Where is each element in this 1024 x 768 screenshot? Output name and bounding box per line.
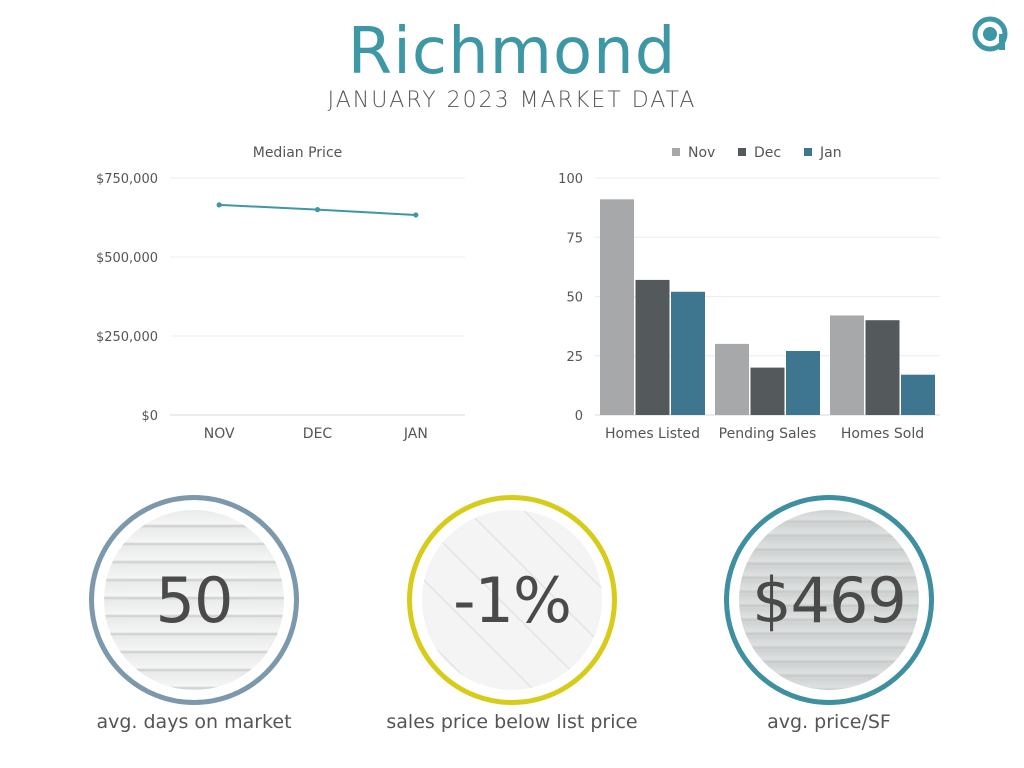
x-tick-label: DEC <box>303 426 333 442</box>
bar-jan <box>901 374 935 415</box>
legend-label: Jan <box>819 145 842 161</box>
bar-nov <box>600 199 634 415</box>
data-point <box>314 207 321 213</box>
stat-price-per-sf: $469 avg. price/SF <box>724 495 934 733</box>
bar-jan <box>786 351 820 415</box>
y-tick-label: $0 <box>141 409 158 424</box>
y-tick-label: 75 <box>566 231 583 246</box>
y-tick-label: $500,000 <box>96 251 158 266</box>
sales-activity-bar-chart: 0 25 50 75 100 Homes Listed Pending Sales Homes… <box>558 145 940 442</box>
bar-nov <box>715 343 749 415</box>
legend-swatch <box>672 148 680 156</box>
y-tick-label: $250,000 <box>96 330 158 345</box>
bar-jan <box>671 291 705 415</box>
page-subtitle: JANUARY 2023 MARKET DATA <box>327 88 697 113</box>
page-title: Richmond <box>347 15 677 89</box>
wood-texture <box>739 510 919 690</box>
legend-swatch <box>804 148 812 156</box>
x-tick-label: Homes Sold <box>841 426 924 442</box>
stat-circle: 50 <box>89 495 299 705</box>
x-tick-label: Pending Sales <box>719 426 817 442</box>
stat-days-on-market: 50 avg. days on market <box>89 495 299 733</box>
chart-title: Median Price <box>253 145 343 161</box>
x-tick-label: Homes Listed <box>605 426 700 442</box>
x-tick-label: JAN <box>403 426 428 442</box>
stat-value: 50 <box>155 563 234 637</box>
data-point <box>413 212 419 218</box>
y-tick-label: 100 <box>558 172 583 187</box>
stat-label: avg. price/SF <box>767 711 891 733</box>
stat-label: sales price below list price <box>386 711 638 733</box>
stat-value: $469 <box>752 563 907 637</box>
tile-texture <box>422 510 602 690</box>
stat-price-below-list: -1% sales price below list price <box>386 495 638 733</box>
a-logo-icon <box>972 16 1008 52</box>
bar-dec <box>635 279 670 415</box>
y-tick-label: $750,000 <box>96 172 158 187</box>
y-tick-label: 0 <box>575 409 583 424</box>
data-point <box>216 202 222 208</box>
bar-dec <box>750 367 785 415</box>
stat-circle: -1% <box>407 495 617 705</box>
legend-label: Dec <box>754 145 781 161</box>
bar-dec <box>865 320 900 415</box>
stat-label: avg. days on market <box>96 711 292 733</box>
x-tick-label: NOV <box>204 426 235 442</box>
median-price-line-chart: Median Price $0 $250,000 $500,000 $750,000 NO… <box>96 145 465 442</box>
siding-texture <box>104 510 284 690</box>
stat-circle: $469 <box>724 495 934 705</box>
y-tick-label: 50 <box>566 291 583 306</box>
bar-nov <box>830 315 864 415</box>
y-tick-label: 25 <box>566 350 583 365</box>
legend-swatch <box>738 148 746 156</box>
stat-value: -1% <box>453 563 572 637</box>
legend-label: Nov <box>688 145 715 161</box>
